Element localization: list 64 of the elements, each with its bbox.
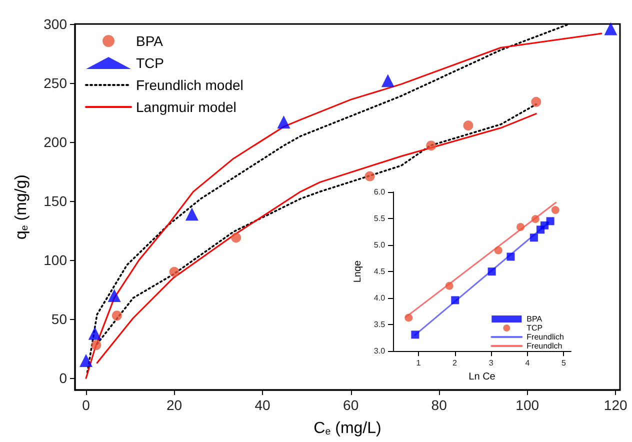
x-tick-label: 20 xyxy=(166,397,182,413)
point xyxy=(411,330,420,339)
point xyxy=(546,217,554,226)
point xyxy=(112,310,122,321)
y-tick-label: 4.0 xyxy=(374,294,386,303)
point xyxy=(516,223,525,231)
x-tick-label: 5 xyxy=(562,358,567,368)
legend-label: Langmuir model xyxy=(136,99,236,115)
point xyxy=(364,171,375,182)
point xyxy=(506,252,515,261)
x-tick-label: 1 xyxy=(416,358,422,368)
y-tick-label: 150 xyxy=(44,193,68,210)
y-tick-label: 5.0 xyxy=(374,240,386,250)
x-tick-label: 120 xyxy=(604,397,628,413)
point xyxy=(88,326,102,340)
point xyxy=(381,74,394,88)
point xyxy=(530,234,538,242)
point xyxy=(488,268,496,276)
legend-label: BPA xyxy=(526,314,543,324)
y-tick-label: 100 xyxy=(44,252,68,268)
point xyxy=(108,289,121,302)
x-tick-label: 4 xyxy=(525,358,530,368)
y-tick-label: 250 xyxy=(44,75,68,92)
y-tick-label: 300 xyxy=(44,16,68,32)
point xyxy=(445,282,454,290)
y-tick-label: 5.5 xyxy=(374,214,386,224)
point xyxy=(80,354,93,367)
legend-label: TCP xyxy=(526,324,543,332)
y-axis-title: Lnqe xyxy=(352,260,364,283)
point xyxy=(185,208,198,221)
y-tick-label: 4.5 xyxy=(374,267,386,276)
point xyxy=(531,96,542,107)
x-tick-label: 100 xyxy=(516,397,540,413)
legend-label: Freundlich model xyxy=(136,77,244,93)
x-tick-label: 40 xyxy=(254,397,271,413)
legend-label: Freundlich xyxy=(526,332,564,342)
point xyxy=(531,215,540,224)
point xyxy=(463,120,474,131)
point xyxy=(277,115,290,128)
x-tick-label: 60 xyxy=(343,397,359,413)
x-tick-label: 2 xyxy=(452,358,458,368)
point xyxy=(604,22,618,36)
x-tick-label: 80 xyxy=(431,397,448,413)
y-tick-label: 6.0 xyxy=(374,188,386,196)
x-axis-title: Ln Ce xyxy=(468,372,496,382)
x-tick-label: 0 xyxy=(82,397,90,413)
y-axis-title: qe (mg/g) xyxy=(13,174,30,240)
point xyxy=(451,296,460,304)
point xyxy=(551,206,560,214)
point xyxy=(169,266,180,277)
point xyxy=(404,314,413,322)
legend-label: Freundlch xyxy=(526,342,562,350)
legend-label: TCP xyxy=(136,55,164,71)
y-tick-label: 200 xyxy=(44,134,68,150)
y-tick-label: 0 xyxy=(59,370,68,386)
point xyxy=(91,340,102,350)
y-tick-label: 50 xyxy=(51,311,68,328)
point xyxy=(494,246,502,254)
y-tick-label: 3.5 xyxy=(374,320,386,330)
x-tick-label: 3 xyxy=(488,358,494,368)
point xyxy=(231,232,242,243)
point xyxy=(426,140,436,151)
y-tick-label: 3.0 xyxy=(374,346,386,356)
legend-label: BPA xyxy=(136,33,164,49)
